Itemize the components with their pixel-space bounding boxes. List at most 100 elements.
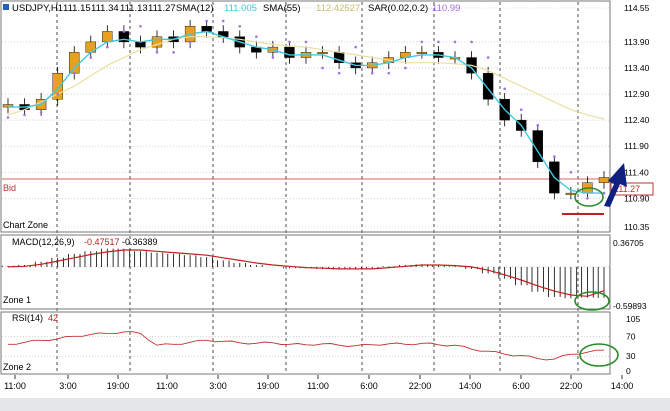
bid-label: Bid bbox=[3, 183, 16, 193]
sar-point bbox=[23, 113, 26, 117]
sar-point bbox=[255, 35, 258, 38]
sar-point bbox=[221, 19, 225, 23]
candle-body bbox=[69, 52, 80, 74]
candle-body bbox=[565, 192, 577, 195]
zone2-label: Zone 2 bbox=[3, 362, 31, 372]
price-tick-label: 110.90 bbox=[624, 193, 650, 203]
sar-point bbox=[72, 71, 76, 75]
price-tick-label: 111.40 bbox=[624, 167, 649, 177]
price-pane bbox=[2, 19, 610, 200]
annotations bbox=[562, 163, 627, 367]
rsi-tick-label: 30 bbox=[626, 351, 636, 361]
sar-point bbox=[337, 71, 341, 75]
candle-body bbox=[201, 26, 212, 32]
time-tick-label: 14:00 bbox=[611, 381, 634, 391]
macd-axis-bottom: -0.59893 bbox=[613, 301, 647, 311]
macd-annotation-circle bbox=[574, 291, 610, 311]
sar-point bbox=[6, 116, 10, 119]
candle-body bbox=[317, 52, 328, 55]
time-tick-label: 11:00 bbox=[4, 381, 26, 391]
sar-point bbox=[205, 19, 208, 23]
time-tick-label: 19:00 bbox=[107, 381, 130, 391]
time-tick-label: 11:00 bbox=[156, 381, 178, 391]
macd-pane-border bbox=[0, 234, 611, 310]
macd-value-2: -0.36389 bbox=[122, 237, 158, 247]
sar-point bbox=[155, 51, 159, 54]
sar-point bbox=[271, 56, 275, 59]
rsi-label: RSI(14) bbox=[12, 313, 43, 323]
candle-body bbox=[52, 72, 63, 100]
high-value: 111.34 bbox=[91, 3, 119, 14]
sar-point bbox=[304, 40, 308, 44]
time-tick-label: 6:00 bbox=[512, 381, 530, 391]
sar-point bbox=[39, 110, 43, 114]
sar-point bbox=[470, 40, 473, 44]
candle-body bbox=[102, 31, 113, 43]
rsi-line bbox=[8, 331, 604, 361]
low-value: 111.13 bbox=[120, 3, 148, 14]
price-tick-label: 110.35 bbox=[624, 222, 650, 232]
sar-point bbox=[569, 170, 573, 174]
time-tick-label: 3:00 bbox=[209, 381, 227, 391]
sar-point bbox=[172, 51, 175, 54]
axes: 114.55 113.90 113.40 112.90 112.40 111.90 111.… bbox=[0, 3, 670, 411]
sar-point bbox=[420, 40, 424, 44]
rsi-tick-label: 0 bbox=[626, 366, 631, 376]
header-legend: USDJPY,H1 111.15 111.34 111.13 111.27 SM… bbox=[3, 3, 460, 14]
sar-point bbox=[503, 87, 506, 91]
sar-point bbox=[553, 155, 556, 158]
sar-point bbox=[106, 45, 109, 49]
time-tick-label: 14:00 bbox=[459, 381, 482, 391]
sar-point bbox=[453, 40, 457, 44]
sar-label: SAR(0.02,0.2) bbox=[368, 3, 428, 14]
candle-body bbox=[598, 177, 610, 183]
time-tick-label: 22:00 bbox=[560, 381, 583, 391]
sar-point bbox=[387, 71, 391, 75]
sma12-value: 111.005 bbox=[224, 3, 257, 14]
sar-point bbox=[238, 24, 242, 28]
sar-point bbox=[56, 92, 59, 96]
bid-price-tag bbox=[610, 182, 654, 196]
bid-price-value: 111.27 bbox=[614, 184, 640, 194]
candle-body bbox=[135, 41, 146, 48]
price-tick-label: 112.40 bbox=[624, 115, 650, 125]
macd-axis-top: 0.36705 bbox=[613, 238, 644, 248]
sar-point bbox=[288, 40, 291, 44]
candle-body bbox=[532, 130, 543, 163]
macd-pane bbox=[1, 248, 611, 299]
price-tick-label: 111.90 bbox=[624, 141, 649, 151]
time-tick-label: 22:00 bbox=[409, 381, 432, 391]
sar-point bbox=[321, 66, 324, 70]
candle-body bbox=[482, 72, 494, 100]
price-tick-label: 113.40 bbox=[624, 63, 650, 73]
horizontal-scrollbar bbox=[0, 398, 670, 411]
price-tick-label: 114.55 bbox=[624, 3, 650, 13]
symbol-label: USDJPY,H1 bbox=[12, 3, 63, 14]
sma12-line bbox=[8, 30, 604, 194]
candle-body bbox=[416, 52, 428, 55]
sma12-label: SMA(12) bbox=[176, 3, 213, 14]
sar-point bbox=[486, 56, 490, 59]
open-value: 111.15 bbox=[63, 3, 91, 14]
rsi-pane bbox=[8, 331, 604, 361]
chart-zone-label: Chart Zone bbox=[3, 220, 48, 230]
sar-point bbox=[437, 40, 440, 44]
candle-body bbox=[151, 36, 163, 48]
sar-point bbox=[536, 124, 540, 127]
macd-value-1: -0.47517 bbox=[84, 237, 120, 247]
macd-label: MACD(12,26,9) bbox=[12, 237, 75, 247]
sar-point bbox=[188, 40, 192, 44]
time-tick-label: 11:00 bbox=[307, 381, 329, 391]
time-tick-label: 19:00 bbox=[257, 381, 280, 391]
price-tick-label: 113.90 bbox=[624, 37, 650, 47]
sar-point bbox=[404, 66, 407, 70]
sar-point bbox=[370, 71, 374, 75]
rsi-value: 42 bbox=[48, 313, 58, 323]
price-annotation-circle bbox=[574, 187, 604, 207]
sar-point bbox=[122, 30, 126, 33]
sma55-label: SMA(55) bbox=[263, 3, 300, 14]
sma55-value: 112.42527 bbox=[316, 3, 360, 14]
close-value: 111.27 bbox=[148, 3, 176, 14]
